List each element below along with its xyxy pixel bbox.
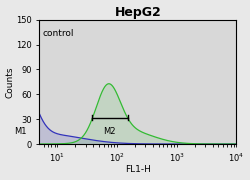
Text: M2: M2 [104,127,116,136]
Text: control: control [42,29,74,38]
X-axis label: FL1-H: FL1-H [125,165,151,174]
Title: HepG2: HepG2 [114,6,161,19]
Text: M1: M1 [14,127,27,136]
Y-axis label: Counts: Counts [6,66,15,98]
